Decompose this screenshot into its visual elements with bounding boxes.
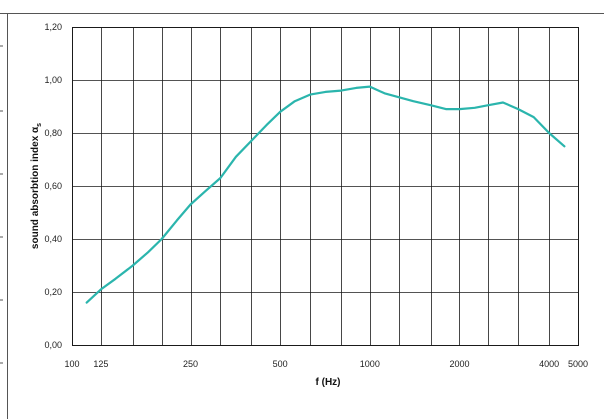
x-tick-label: 125 — [93, 359, 108, 369]
y-axis-label: sound absorbtion index αs — [30, 123, 43, 249]
x-tick-label: 1000 — [360, 359, 380, 369]
x-axis-label: f (Hz) — [316, 377, 341, 388]
y-tick-label: 0,80 — [44, 128, 62, 138]
y-tick-label: 0,40 — [44, 234, 62, 244]
y-tick-label: 0,00 — [44, 340, 62, 350]
absorption-curve-line — [85, 85, 566, 304]
series-layer — [85, 85, 566, 304]
y-tick-label: 0,20 — [44, 287, 62, 297]
x-tick-label: 2000 — [449, 359, 469, 369]
x-tick-label: 250 — [183, 359, 198, 369]
x-tick-label: 500 — [273, 359, 288, 369]
grid — [72, 27, 579, 346]
x-tick-label: 100 — [64, 359, 79, 369]
y-axis-label-main: sound absorbtion index α — [30, 126, 41, 249]
x-tick-label: 5000 — [568, 359, 588, 369]
y-axis-label-subscript: s — [36, 123, 43, 127]
y-tick-label: 1,00 — [44, 75, 62, 85]
x-tick-labels: 100 125 250 500 1000 2000 4000 5000 — [64, 359, 588, 369]
plot-border — [72, 27, 579, 346]
x-tick-label: 4000 — [539, 359, 559, 369]
y-tick-labels: 0,00 0,20 0,40 0,60 0,80 1,00 1,20 — [44, 22, 62, 350]
y-tick-label: 1,20 — [44, 22, 62, 32]
y-tick-label: 0,60 — [44, 181, 62, 191]
